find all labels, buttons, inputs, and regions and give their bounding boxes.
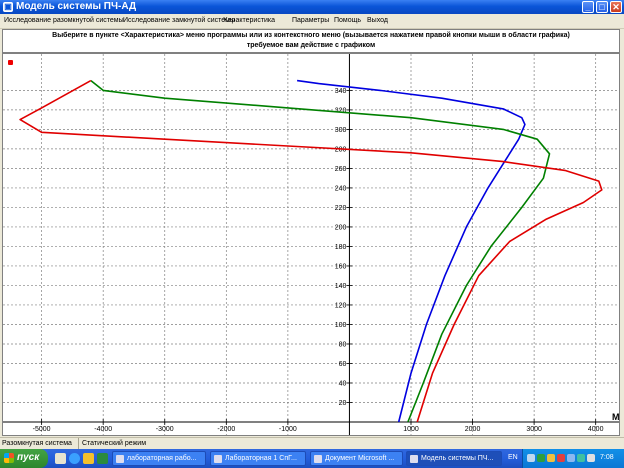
y-tick-label: 160 bbox=[335, 263, 347, 270]
quick-launch-icon[interactable] bbox=[97, 453, 108, 464]
x-tick-label: -5000 bbox=[33, 426, 51, 433]
y-tick-label: 100 bbox=[335, 322, 347, 329]
menu-exit[interactable]: Выход bbox=[367, 17, 388, 24]
tray-arrow-icon[interactable] bbox=[527, 454, 535, 462]
status-system-mode: Разомкнутая система bbox=[2, 440, 72, 447]
task-lab-1[interactable]: Лабораторная 1 СпГ... bbox=[210, 451, 306, 466]
task-label: Документ Microsoft ... bbox=[325, 455, 395, 462]
taskbar: пуск лабораторная рабо... Лабораторная 1… bbox=[0, 449, 624, 468]
status-bar: Разомкнутая система Статический режим bbox=[0, 437, 624, 450]
chart-svg: -5000 -4000 -3000 -2000 -1000 1000 2000 3000 400… bbox=[3, 54, 619, 435]
y-tick-label: 140 bbox=[335, 283, 347, 290]
task-label: Лабораторная 1 СпГ... bbox=[225, 455, 297, 462]
y-tick-label: 320 bbox=[335, 107, 347, 114]
y-tick-label: 280 bbox=[335, 146, 347, 153]
system-tray: 7:08 bbox=[522, 449, 624, 468]
windows-logo-icon bbox=[4, 453, 14, 463]
task-model-system[interactable]: Модель системы ПЧ... bbox=[406, 451, 502, 466]
x-tick-label: -4000 bbox=[94, 426, 112, 433]
x-tick-label: -1000 bbox=[279, 426, 297, 433]
red-marker-icon bbox=[8, 60, 13, 65]
menu-characteristic[interactable]: Характеристика bbox=[223, 17, 276, 24]
tray-shield-icon[interactable] bbox=[547, 454, 555, 462]
y-tick-label: 300 bbox=[335, 127, 347, 134]
x-tick-label: -2000 bbox=[217, 426, 235, 433]
menu-open-system[interactable]: Исследование разомкнутой системы bbox=[4, 17, 124, 24]
y-tick-label: 60 bbox=[339, 361, 347, 368]
series-line-3 bbox=[19, 79, 603, 423]
maximize-button[interactable]: □ bbox=[596, 1, 608, 13]
minimize-button[interactable]: _ bbox=[582, 1, 594, 13]
menu-help[interactable]: Помощь bbox=[334, 17, 362, 24]
start-label: пуск bbox=[17, 452, 40, 463]
start-button[interactable]: пуск bbox=[0, 449, 48, 468]
status-regime: Статический режим bbox=[82, 440, 147, 447]
y-tick-label: 240 bbox=[335, 185, 347, 192]
series-line-1 bbox=[296, 79, 526, 423]
y-tick-label: 200 bbox=[335, 224, 347, 231]
menu-parameters[interactable]: Параметры bbox=[292, 17, 330, 24]
task-label: Модель системы ПЧ... bbox=[421, 455, 494, 462]
tray-usb-icon[interactable] bbox=[587, 454, 595, 462]
tray-network-icon[interactable] bbox=[537, 454, 545, 462]
banner-line-2: требуемое вам действие с графиком bbox=[246, 42, 376, 49]
task-word-document[interactable]: Документ Microsoft ... bbox=[310, 451, 403, 466]
task-lab-work[interactable]: лабораторная рабо... bbox=[112, 451, 206, 466]
banner-line-1: Выберите в пункте <Характеристика> меню … bbox=[52, 32, 570, 39]
app-icon bbox=[410, 455, 418, 463]
y-tick-label: 20 bbox=[339, 400, 347, 407]
instruction-banner: Выберите в пункте <Характеристика> меню … bbox=[2, 29, 620, 53]
title-bar: ▣ Модель системы ПЧ-АД _ □ ✕ bbox=[0, 0, 624, 14]
close-button[interactable]: ✕ bbox=[610, 1, 622, 13]
status-divider bbox=[78, 438, 79, 450]
menu-closed-system[interactable]: Исследование замкнутой системы bbox=[123, 17, 235, 24]
media-player-icon[interactable] bbox=[83, 453, 94, 464]
tray-app-icon[interactable] bbox=[577, 454, 585, 462]
word-doc-icon bbox=[314, 455, 322, 463]
task-label: лабораторная рабо... bbox=[127, 455, 197, 462]
x-tick-label: 1000 bbox=[403, 426, 419, 433]
series-line-2 bbox=[90, 79, 551, 423]
y-tick-label: 180 bbox=[335, 244, 347, 251]
folder-icon bbox=[214, 455, 222, 463]
tray-volume-icon[interactable] bbox=[567, 454, 575, 462]
y-tick-label: 40 bbox=[339, 380, 347, 387]
tray-antivirus-icon[interactable] bbox=[557, 454, 565, 462]
y-tick-label: 340 bbox=[335, 88, 347, 95]
y-tick-label: 260 bbox=[335, 166, 347, 173]
chart-area[interactable]: -5000 -4000 -3000 -2000 -1000 1000 2000 3000 400… bbox=[2, 53, 620, 436]
clock: 7:08 bbox=[600, 454, 614, 461]
x-tick-label: 4000 bbox=[588, 426, 604, 433]
window-title: Модель системы ПЧ-АД bbox=[16, 1, 137, 12]
y-tick-label: 80 bbox=[339, 341, 347, 348]
x-axis-label: M bbox=[612, 412, 619, 422]
app-icon[interactable]: ▣ bbox=[3, 2, 13, 12]
x-tick-label: -3000 bbox=[156, 426, 174, 433]
menu-bar: Исследование разомкнутой системы Исследо… bbox=[0, 14, 624, 29]
x-tick-label: 2000 bbox=[465, 426, 481, 433]
language-indicator[interactable]: EN bbox=[508, 454, 518, 461]
x-tick-label: 3000 bbox=[526, 426, 542, 433]
word-doc-icon bbox=[116, 455, 124, 463]
y-tick-label: 120 bbox=[335, 302, 347, 309]
internet-explorer-icon[interactable] bbox=[69, 453, 80, 464]
show-desktop-icon[interactable] bbox=[55, 453, 66, 464]
y-tick-label: 220 bbox=[335, 205, 347, 212]
